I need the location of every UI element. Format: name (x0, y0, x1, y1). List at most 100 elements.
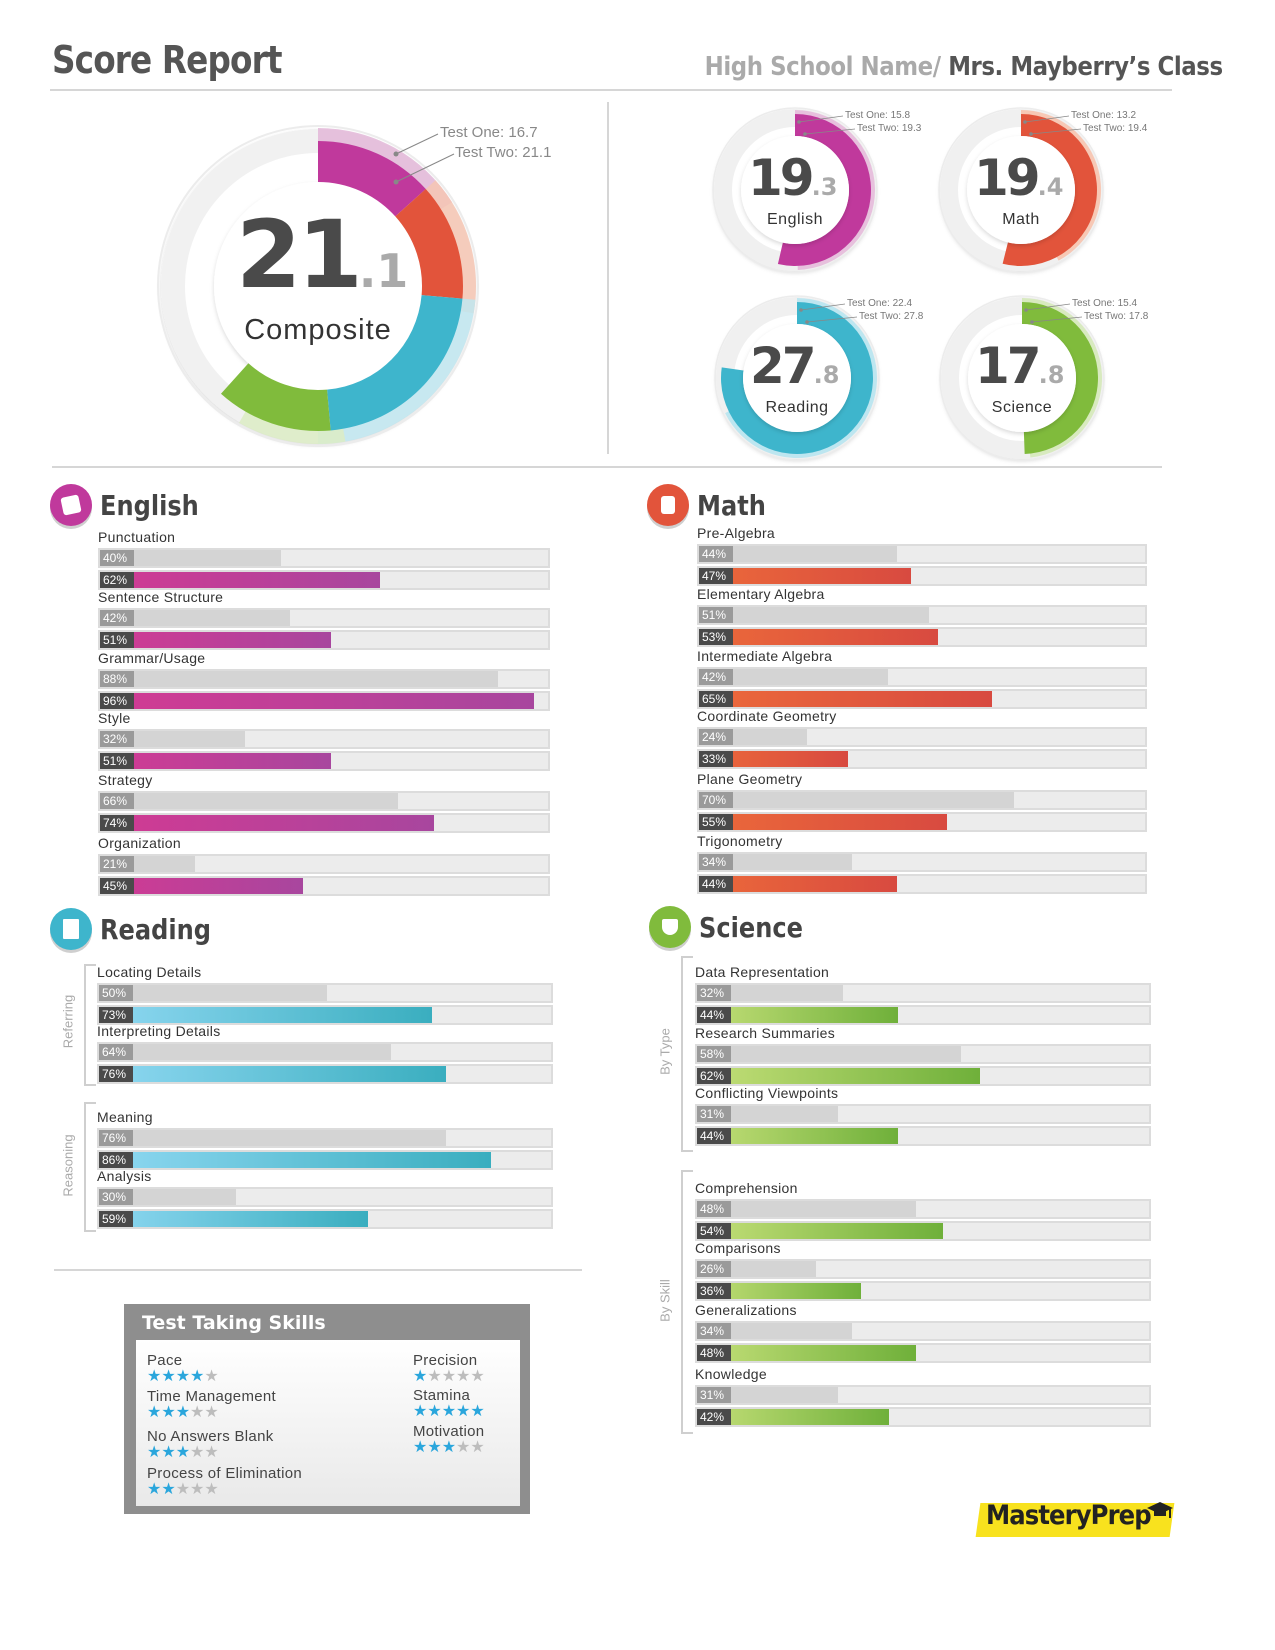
skill-rating: Motivation ★★★★★ (413, 1423, 485, 1456)
test-two-fill (699, 751, 848, 767)
star-icon: ★ (470, 1439, 485, 1456)
test-two-percent: 51% (100, 632, 134, 648)
test-two-percent: 45% (100, 878, 134, 894)
composite-score: 21.1 (236, 206, 416, 306)
english-score-whole: 19 (748, 149, 815, 207)
test-one-fill (699, 792, 1014, 808)
test-one-bar: 42% (697, 667, 1147, 687)
skill-label: Interpreting Details (97, 1023, 221, 1039)
english-skill-4: Strategy 66% 74% (98, 771, 550, 833)
science-score-whole: 17 (975, 337, 1042, 395)
test-one-fill (99, 1044, 391, 1060)
test-two-fill (697, 1128, 898, 1144)
science-test-one-label: Test One: 15.4 (1072, 298, 1138, 309)
science-skill-2: Conflicting Viewpoints 31% 44% (695, 1084, 1151, 1146)
test-two-bar: 42% (695, 1407, 1151, 1427)
science-title: Science (699, 910, 803, 944)
english-score-decimal: .3 (811, 173, 838, 201)
star-icon: ★ (427, 1368, 442, 1385)
skill-label: Intermediate Algebra (697, 648, 833, 664)
star-icon: ★ (456, 1368, 471, 1385)
test-two-percent: 62% (697, 1068, 731, 1084)
test-two-percent: 96% (100, 693, 134, 709)
test-two-percent: 55% (699, 814, 733, 830)
star-icon: ★ (147, 1404, 162, 1421)
composite-english-segment (318, 141, 426, 217)
english-skill-5: Organization 21% 45% (98, 834, 550, 896)
test-two-bar: 44% (695, 1005, 1151, 1025)
test-taking-skills-panel: Test Taking Skills Pace ★★★★★ Time Managem… (124, 1304, 530, 1514)
test-one-percent: 76% (99, 1130, 133, 1146)
test-one-bar: 50% (97, 983, 553, 1003)
skill-label: Plane Geometry (697, 771, 803, 787)
test-two-fill (697, 1283, 862, 1299)
test-one-bar: 58% (695, 1044, 1151, 1064)
test-one-percent: 34% (697, 1323, 731, 1339)
test-one-percent: 64% (99, 1044, 133, 1060)
test-one-bar: 34% (697, 852, 1147, 872)
masteryprep-logo: MasteryPrep (986, 1500, 1152, 1531)
reading-skill-1: Interpreting Details 64% 76% (97, 1022, 553, 1084)
test-two-bar: 54% (695, 1221, 1151, 1241)
skill-label: Data Representation (695, 964, 830, 980)
test-one-percent: 42% (699, 669, 733, 685)
test-one-percent: 26% (697, 1261, 731, 1277)
test-one-bar: 24% (697, 727, 1147, 747)
test-two-bar: 62% (695, 1066, 1151, 1086)
reading-score-whole: 27 (750, 337, 817, 395)
test-one-bar: 44% (697, 544, 1147, 564)
star-rating: ★★★★★ (147, 1482, 302, 1498)
test-two-fill (100, 878, 304, 894)
test-one-percent: 88% (100, 671, 134, 687)
skill-label: Coordinate Geometry (697, 708, 837, 724)
skill-rating-label: Process of Elimination (147, 1465, 302, 1482)
test-one-percent: 30% (99, 1189, 133, 1205)
composite-science-segment (220, 363, 331, 432)
test-two-percent: 44% (699, 876, 733, 892)
test-two-fill (699, 691, 992, 707)
skill-label: Sentence Structure (98, 589, 224, 605)
skill-label: Organization (98, 835, 181, 851)
skill-label: Locating Details (97, 964, 202, 980)
science-skill-3: Comprehension 48% 54% (695, 1179, 1151, 1241)
english-skill-2: Grammar/Usage 88% 96% (98, 649, 550, 711)
calculator-icon (647, 484, 689, 526)
star-rating: ★★★★★ (413, 1369, 485, 1385)
star-icon: ★ (441, 1368, 457, 1385)
test-two-percent: 47% (699, 568, 733, 584)
test-one-bar: 76% (97, 1128, 553, 1148)
test-two-fill (99, 1152, 492, 1168)
english-book-icon (50, 484, 92, 526)
test-one-bar: 42% (98, 608, 550, 628)
top-vertical-divider (607, 102, 609, 454)
star-icon: ★ (161, 1404, 176, 1421)
test-two-bar: 53% (697, 627, 1147, 647)
test-two-fill (699, 814, 947, 830)
test-two-bar: 59% (97, 1209, 553, 1229)
test-one-percent: 24% (699, 729, 733, 745)
english-test-two-arc (777, 114, 872, 266)
test-one-bar: 31% (695, 1385, 1151, 1405)
test-two-fill (100, 753, 331, 769)
star-icon: ★ (413, 1368, 428, 1385)
star-icon: ★ (204, 1444, 219, 1461)
star-icon: ★ (441, 1403, 457, 1420)
by-type-group-label: By Type (657, 1028, 673, 1075)
test-one-bar: 40% (98, 548, 550, 568)
math-donut (938, 107, 1104, 273)
test-one-percent: 32% (697, 985, 731, 1001)
skill-rating-label: Pace (147, 1352, 183, 1369)
math-score-label: Math (1002, 211, 1040, 228)
test-one-percent: 70% (699, 792, 733, 808)
test-one-fill (100, 550, 281, 566)
skill-label: Strategy (98, 772, 153, 788)
score-rings (157, 107, 1105, 461)
composite-score-whole: 21 (236, 201, 363, 310)
english-skill-0: Punctuation 40% 62% (98, 528, 550, 590)
test-two-bar: 65% (697, 689, 1147, 709)
test-two-bar: 44% (697, 874, 1147, 894)
by-type-group-bracket (681, 956, 693, 1152)
reading-skill-0: Locating Details 50% 73% (97, 963, 553, 1025)
science-header: Science (649, 906, 820, 948)
test-two-fill (100, 693, 534, 709)
